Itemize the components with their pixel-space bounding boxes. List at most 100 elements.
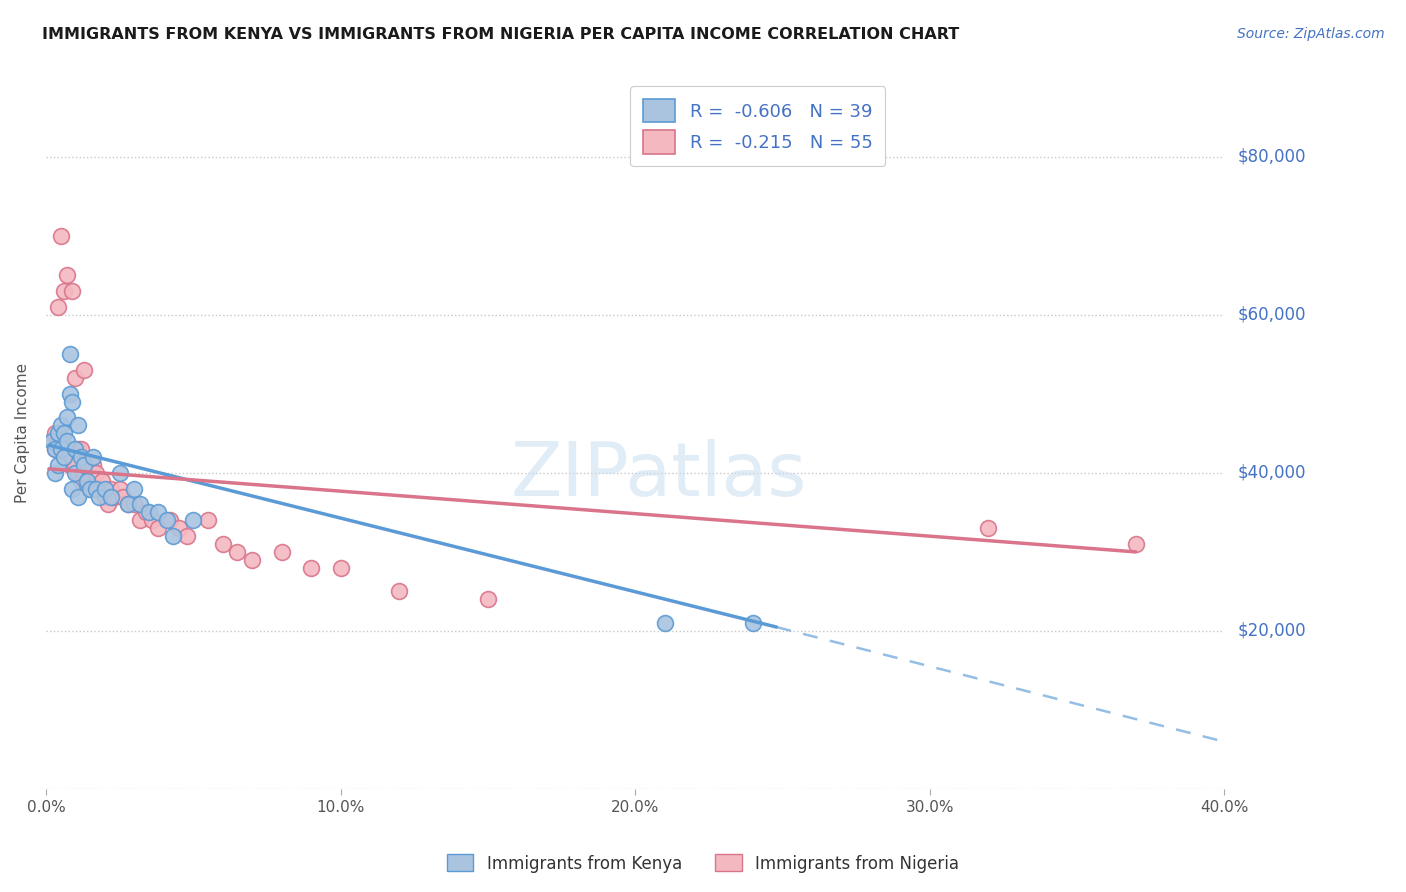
Point — [65, 442, 87, 456]
Point — [87, 490, 110, 504]
Point — [146, 521, 169, 535]
Point — [73, 363, 96, 377]
Point — [977, 521, 1000, 535]
Point — [270, 545, 292, 559]
Point — [176, 529, 198, 543]
Point — [141, 513, 163, 527]
Point — [94, 490, 117, 504]
Point — [82, 450, 104, 464]
Point — [62, 450, 84, 464]
Point — [52, 284, 75, 298]
Point — [55, 434, 77, 449]
Point — [111, 490, 134, 504]
Point — [46, 434, 69, 449]
Point — [156, 513, 179, 527]
Point — [58, 442, 80, 456]
Point — [46, 426, 69, 441]
Point — [129, 513, 152, 527]
Text: $60,000: $60,000 — [1239, 306, 1306, 324]
Point — [44, 466, 66, 480]
Point — [79, 482, 101, 496]
Point — [82, 458, 104, 472]
Point — [84, 466, 107, 480]
Point — [100, 490, 122, 504]
Point — [58, 458, 80, 472]
Point — [67, 466, 90, 480]
Point — [100, 482, 122, 496]
Point — [240, 553, 263, 567]
Point — [44, 442, 66, 456]
Point — [46, 458, 69, 472]
Point — [117, 498, 139, 512]
Point — [52, 450, 75, 464]
Point — [181, 513, 204, 527]
Point — [299, 560, 322, 574]
Point — [108, 466, 131, 480]
Point — [41, 434, 63, 449]
Point — [329, 560, 352, 574]
Point — [67, 418, 90, 433]
Point — [103, 490, 125, 504]
Point — [87, 482, 110, 496]
Point — [97, 498, 120, 512]
Point — [211, 537, 233, 551]
Point — [65, 371, 87, 385]
Point — [65, 466, 87, 480]
Point — [84, 482, 107, 496]
Point — [44, 426, 66, 441]
Point — [226, 545, 249, 559]
Point — [73, 466, 96, 480]
Point — [70, 442, 93, 456]
Legend: Immigrants from Kenya, Immigrants from Nigeria: Immigrants from Kenya, Immigrants from N… — [440, 847, 966, 880]
Point — [124, 482, 146, 496]
Point — [70, 474, 93, 488]
Text: $80,000: $80,000 — [1239, 147, 1306, 166]
Point — [76, 458, 98, 472]
Point — [117, 498, 139, 512]
Point — [62, 394, 84, 409]
Text: $40,000: $40,000 — [1239, 464, 1306, 482]
Legend: R =  -0.606   N = 39, R =  -0.215   N = 55: R = -0.606 N = 39, R = -0.215 N = 55 — [630, 87, 886, 166]
Point — [49, 418, 72, 433]
Point — [162, 529, 184, 543]
Point — [73, 458, 96, 472]
Point — [55, 410, 77, 425]
Point — [62, 482, 84, 496]
Point — [58, 386, 80, 401]
Point — [70, 450, 93, 464]
Point — [124, 498, 146, 512]
Point — [55, 268, 77, 282]
Point — [108, 482, 131, 496]
Point — [67, 490, 90, 504]
Point — [129, 498, 152, 512]
Point — [94, 482, 117, 496]
Point — [135, 505, 157, 519]
Point — [159, 513, 181, 527]
Point — [197, 513, 219, 527]
Point — [138, 505, 160, 519]
Point — [65, 458, 87, 472]
Point — [741, 616, 763, 631]
Text: Source: ZipAtlas.com: Source: ZipAtlas.com — [1237, 27, 1385, 41]
Point — [52, 450, 75, 464]
Point — [46, 300, 69, 314]
Text: $20,000: $20,000 — [1239, 622, 1306, 640]
Point — [146, 505, 169, 519]
Text: ZIPatlas: ZIPatlas — [510, 440, 807, 513]
Point — [167, 521, 190, 535]
Point — [58, 347, 80, 361]
Point — [477, 592, 499, 607]
Point — [67, 442, 90, 456]
Point — [388, 584, 411, 599]
Point — [76, 474, 98, 488]
Point — [44, 442, 66, 456]
Point — [55, 450, 77, 464]
Point — [62, 284, 84, 298]
Point — [654, 616, 676, 631]
Text: IMMIGRANTS FROM KENYA VS IMMIGRANTS FROM NIGERIA PER CAPITA INCOME CORRELATION C: IMMIGRANTS FROM KENYA VS IMMIGRANTS FROM… — [42, 27, 959, 42]
Point — [49, 442, 72, 456]
Point — [49, 228, 72, 243]
Point — [49, 442, 72, 456]
Point — [79, 482, 101, 496]
Point — [1125, 537, 1147, 551]
